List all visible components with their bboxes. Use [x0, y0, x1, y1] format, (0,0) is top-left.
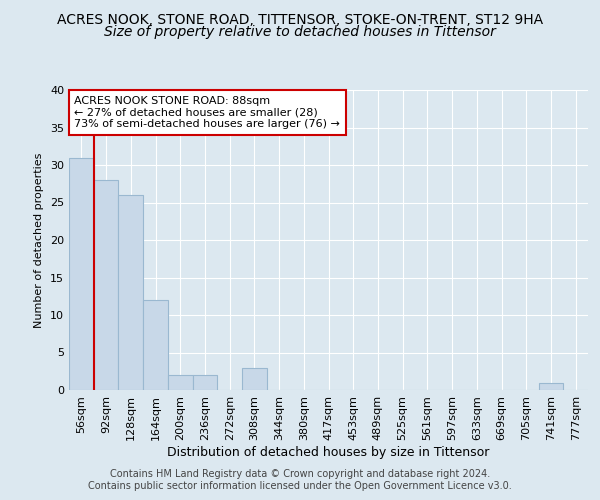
Text: Contains public sector information licensed under the Open Government Licence v3: Contains public sector information licen… — [88, 481, 512, 491]
Text: ACRES NOOK STONE ROAD: 88sqm
← 27% of detached houses are smaller (28)
73% of se: ACRES NOOK STONE ROAD: 88sqm ← 27% of de… — [74, 96, 340, 129]
Y-axis label: Number of detached properties: Number of detached properties — [34, 152, 44, 328]
X-axis label: Distribution of detached houses by size in Tittensor: Distribution of detached houses by size … — [167, 446, 490, 458]
Bar — [193, 375, 217, 390]
Bar — [118, 195, 143, 390]
Bar — [168, 375, 193, 390]
Text: ACRES NOOK, STONE ROAD, TITTENSOR, STOKE-ON-TRENT, ST12 9HA: ACRES NOOK, STONE ROAD, TITTENSOR, STOKE… — [57, 12, 543, 26]
Bar — [143, 300, 168, 390]
Text: Contains HM Land Registry data © Crown copyright and database right 2024.: Contains HM Land Registry data © Crown c… — [110, 469, 490, 479]
Bar — [94, 180, 118, 390]
Bar — [69, 158, 94, 390]
Text: Size of property relative to detached houses in Tittensor: Size of property relative to detached ho… — [104, 25, 496, 39]
Bar — [242, 368, 267, 390]
Bar — [539, 382, 563, 390]
